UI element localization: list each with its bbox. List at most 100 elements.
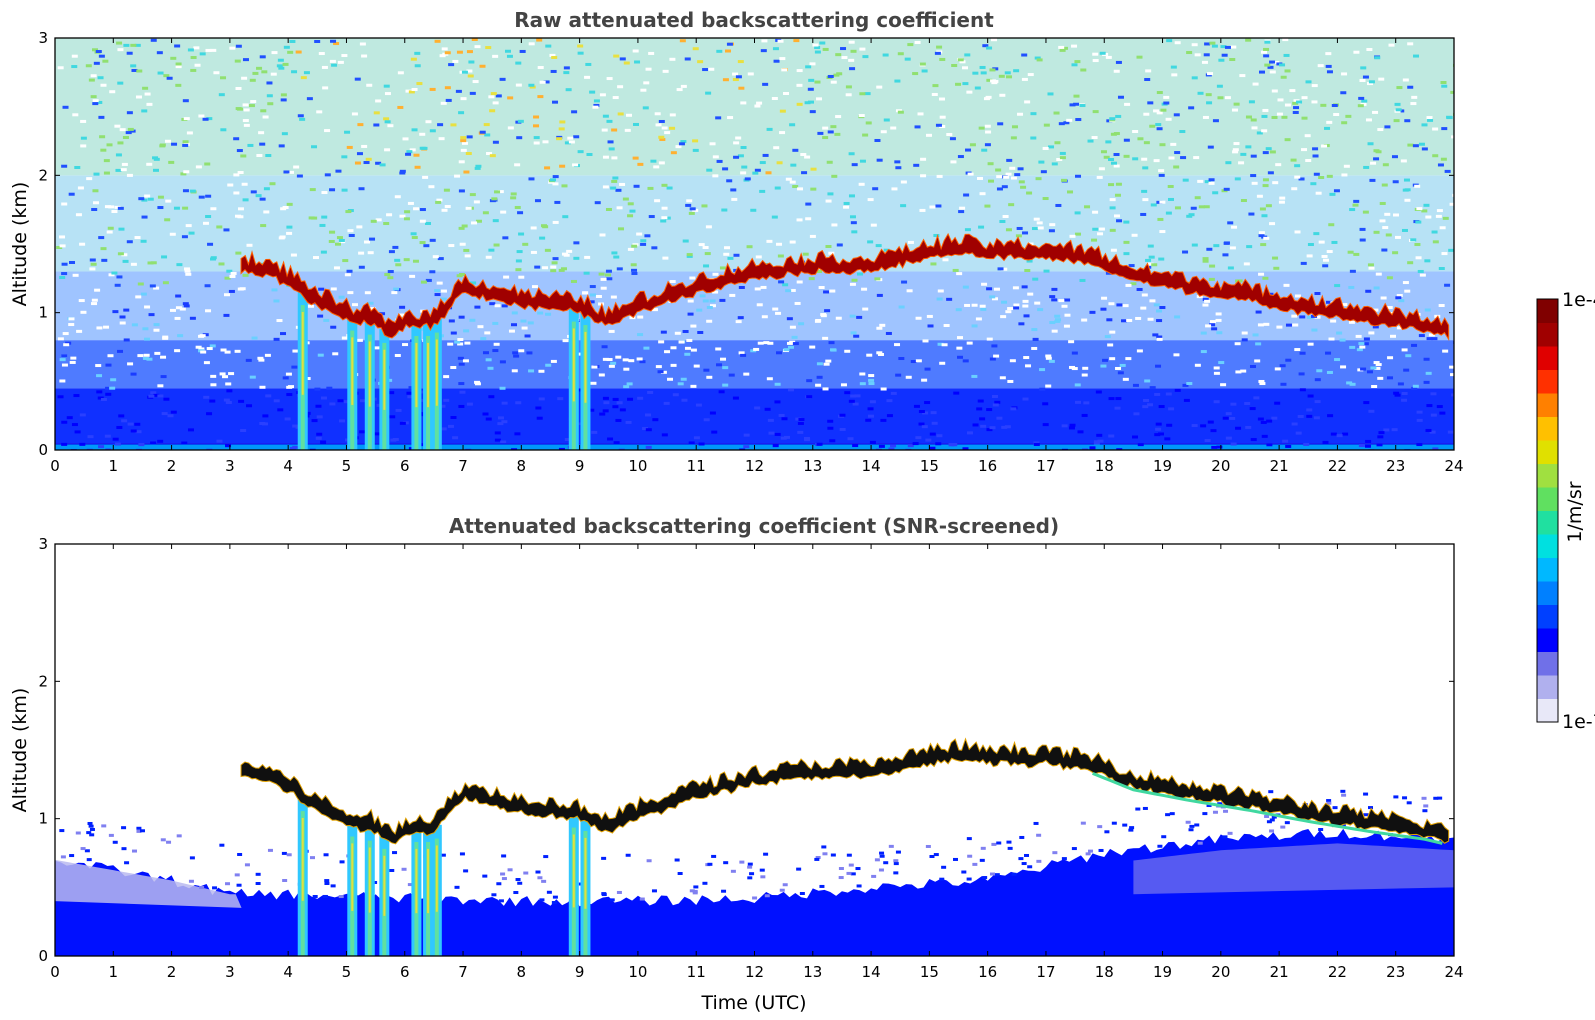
noise-pixel: [545, 44, 552, 48]
noise-pixel: [199, 334, 206, 338]
aerosol-speck: [236, 883, 242, 887]
noise-pixel: [402, 343, 409, 347]
noise-pixel: [833, 73, 840, 77]
noise-pixel: [1441, 84, 1448, 88]
noise-pixel: [367, 301, 374, 305]
noise-pixel: [731, 197, 738, 201]
noise-pixel: [278, 236, 285, 240]
noise-pixel: [1258, 379, 1265, 383]
precip-shaft-core2: [383, 349, 386, 410]
noise-pixel: [914, 125, 921, 129]
noise-pixel: [605, 269, 612, 273]
noise-pixel: [1071, 63, 1078, 67]
noise-pixel: [1426, 116, 1433, 120]
noise-pixel: [472, 80, 479, 84]
noise-pixel: [1164, 437, 1171, 441]
noise-pixel: [1017, 112, 1024, 116]
noise-pixel: [359, 42, 366, 46]
noise-pixel: [552, 220, 559, 224]
noise-pixel: [114, 283, 121, 287]
noise-pixel: [1174, 151, 1181, 155]
noise-pixel: [185, 224, 192, 228]
noise-pixel: [122, 136, 129, 140]
noise-pixel: [827, 419, 834, 423]
noise-pixel: [406, 391, 413, 395]
noise-pixel: [859, 159, 866, 163]
noise-pixel: [150, 441, 157, 445]
aerosol-speck: [546, 890, 552, 894]
noise-pixel: [434, 293, 441, 297]
noise-pixel: [957, 155, 964, 159]
noise-pixel: [497, 416, 504, 420]
noise-pixel: [1013, 306, 1020, 310]
noise-pixel: [639, 360, 646, 364]
noise-pixel: [986, 337, 993, 341]
noise-pixel: [662, 69, 669, 73]
noise-pixel: [173, 206, 180, 210]
noise-pixel: [1105, 140, 1112, 144]
noise-pixel: [398, 313, 405, 317]
noise-pixel: [489, 199, 496, 203]
noise-pixel: [880, 130, 887, 134]
noise-pixel: [598, 373, 605, 377]
noise-pixel: [251, 336, 258, 340]
noise-pixel: [127, 362, 134, 366]
noise-pixel: [839, 427, 846, 431]
noise-pixel: [1311, 100, 1318, 104]
noise-pixel: [809, 345, 816, 349]
noise-pixel: [175, 294, 182, 298]
noise-pixel: [918, 422, 925, 426]
noise-pixel: [414, 64, 421, 68]
x-tick-label: 7: [458, 457, 468, 475]
noise-pixel: [242, 58, 249, 62]
noise-pixel: [1131, 233, 1138, 237]
noise-pixel: [440, 297, 447, 301]
noise-pixel: [869, 440, 876, 444]
aerosol-speck: [89, 833, 95, 837]
noise-pixel: [159, 144, 166, 148]
noise-pixel: [1208, 181, 1215, 185]
noise-pixel: [1037, 308, 1044, 312]
noise-pixel: [443, 188, 450, 192]
noise-pixel: [735, 320, 742, 324]
noise-pixel: [844, 391, 851, 395]
noise-pixel: [1079, 104, 1086, 108]
noise-pixel: [62, 105, 69, 109]
colorbar-step: [1537, 604, 1558, 629]
noise-pixel: [464, 254, 471, 258]
x-tick-label: 16: [978, 963, 997, 981]
noise-pixel: [1342, 432, 1349, 436]
noise-pixel: [818, 286, 825, 290]
noise-pixel: [952, 268, 959, 272]
aerosol-speck: [874, 858, 880, 862]
noise-pixel: [1372, 308, 1379, 312]
noise-pixel: [976, 407, 983, 411]
noise-pixel: [1346, 381, 1353, 385]
aerosol-speck: [440, 853, 446, 857]
noise-pixel: [1368, 409, 1375, 413]
noise-pixel: [793, 39, 800, 43]
noise-pixel: [815, 318, 822, 322]
noise-pixel: [1250, 154, 1257, 158]
noise-pixel: [1258, 234, 1265, 238]
noise-pixel: [264, 353, 271, 357]
noise-pixel: [1407, 143, 1414, 147]
noise-pixel: [123, 338, 130, 342]
noise-pixel: [429, 270, 436, 274]
noise-pixel: [1158, 173, 1165, 177]
noise-pixel: [667, 377, 674, 381]
noise-pixel: [762, 82, 769, 86]
aerosol-speck: [1135, 807, 1141, 811]
noise-pixel: [844, 349, 851, 353]
noise-pixel: [738, 86, 745, 90]
noise-pixel: [118, 414, 125, 418]
noise-pixel: [712, 290, 719, 294]
noise-pixel: [843, 201, 850, 205]
noise-pixel: [1098, 167, 1105, 171]
noise-pixel: [1155, 422, 1162, 426]
noise-pixel: [986, 78, 993, 82]
noise-pixel: [1173, 353, 1180, 357]
aerosol-speck: [552, 895, 558, 899]
noise-pixel: [1365, 289, 1372, 293]
noise-pixel: [447, 424, 454, 428]
